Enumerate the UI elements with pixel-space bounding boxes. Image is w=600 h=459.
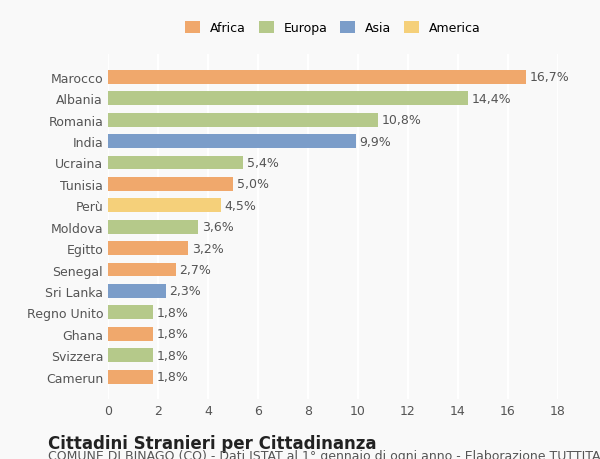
Bar [108,135,355,149]
Text: 3,6%: 3,6% [202,221,233,234]
Bar [108,327,153,341]
Bar [108,92,468,106]
Bar [108,156,243,170]
Text: 16,7%: 16,7% [529,71,569,84]
Bar [108,241,188,256]
Text: 1,8%: 1,8% [157,370,188,383]
Bar [108,199,221,213]
Text: COMUNE DI BINAGO (CO) - Dati ISTAT al 1° gennaio di ogni anno - Elaborazione TUT: COMUNE DI BINAGO (CO) - Dati ISTAT al 1°… [48,449,600,459]
Bar [108,71,526,84]
Legend: Africa, Europa, Asia, America: Africa, Europa, Asia, America [181,17,485,40]
Bar [108,113,378,127]
Text: Cittadini Stranieri per Cittadinanza: Cittadini Stranieri per Cittadinanza [48,434,377,452]
Text: 10,8%: 10,8% [382,114,422,127]
Text: 2,3%: 2,3% [169,285,201,298]
Text: 9,9%: 9,9% [359,135,391,148]
Text: 14,4%: 14,4% [472,93,511,106]
Bar [108,348,153,362]
Text: 1,8%: 1,8% [157,349,188,362]
Bar [108,178,233,191]
Text: 5,4%: 5,4% [247,157,278,170]
Text: 2,7%: 2,7% [179,263,211,276]
Bar [108,306,153,319]
Text: 1,8%: 1,8% [157,328,188,341]
Text: 3,2%: 3,2% [192,242,223,255]
Bar [108,220,198,234]
Text: 4,5%: 4,5% [224,199,256,213]
Text: 5,0%: 5,0% [237,178,269,191]
Text: 1,8%: 1,8% [157,306,188,319]
Bar [108,370,153,384]
Bar [108,284,166,298]
Bar [108,263,176,277]
